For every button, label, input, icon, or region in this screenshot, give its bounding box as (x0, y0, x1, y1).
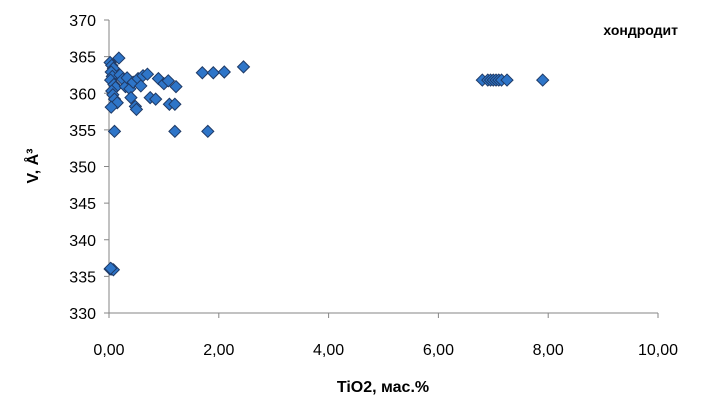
data-point (236, 60, 251, 74)
y-tick-label: 345 (69, 196, 96, 213)
data-point (500, 73, 514, 87)
x-tick-label: 6,00 (423, 342, 454, 359)
x-tick-label: 0,00 (93, 342, 124, 359)
y-tick-label: 365 (69, 50, 96, 67)
data-point (168, 97, 182, 111)
y-tick-label: 355 (69, 123, 96, 140)
data-point (104, 100, 118, 114)
data-point (169, 79, 183, 94)
x-axis-title: TiO2, мас.% (337, 379, 429, 396)
data-point (103, 261, 118, 276)
y-tick-label: 370 (69, 13, 96, 30)
x-ticks: 0,00 2,00 4,00 6,00 8,00 10,00 (93, 313, 678, 359)
data-point (161, 74, 175, 88)
y-tick-label: 340 (69, 233, 96, 250)
y-axis-title: V, Å³ (23, 149, 42, 184)
y-tick-label: 360 (69, 86, 96, 103)
data-point (134, 79, 148, 93)
data-point (148, 92, 163, 106)
axes (108, 20, 658, 314)
data-point (140, 67, 155, 81)
data-point (168, 124, 182, 139)
x-tick-label: 8,00 (533, 342, 564, 359)
data-point (124, 90, 138, 105)
data-point (120, 71, 134, 85)
x-tick-label: 10,00 (638, 342, 678, 359)
data-point (112, 51, 126, 65)
data-point (129, 102, 144, 117)
x-tick-label: 2,00 (203, 342, 234, 359)
y-tick-label: 350 (69, 160, 96, 177)
y-tick-label: 330 (69, 306, 96, 323)
data-point (107, 124, 122, 139)
x-tick-label: 4,00 (313, 342, 344, 359)
data-point (536, 73, 550, 87)
y-ticks: 330 335 340 345 350 355 360 365 370 (69, 13, 109, 323)
data-point (217, 65, 231, 79)
data-point (206, 66, 221, 80)
data-points (103, 51, 550, 277)
y-tick-label: 335 (69, 269, 96, 286)
data-point (201, 124, 215, 139)
data-point (195, 66, 210, 80)
chart-annotation: хондродит (603, 22, 678, 38)
